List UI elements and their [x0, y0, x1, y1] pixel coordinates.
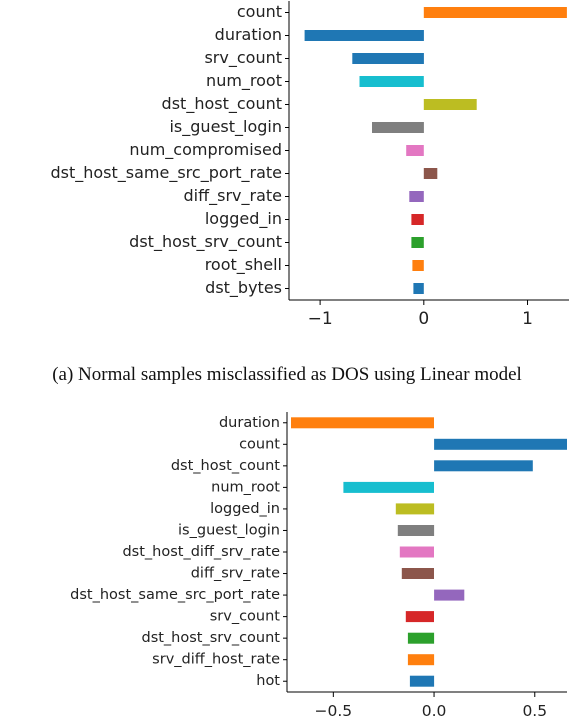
y-tick-label: count — [237, 2, 282, 21]
bar-dst-host-diff-srv-rate — [399, 546, 434, 558]
bar-root-shell — [412, 260, 424, 271]
bar-num-compromised — [406, 145, 424, 156]
y-tick-label: logged_in — [205, 209, 282, 229]
bar-num-root — [343, 481, 434, 493]
y-tick-label: srv_count — [210, 609, 281, 625]
bar-srv-diff-host-rate — [407, 654, 435, 666]
x-tick-label: −0.5 — [315, 702, 353, 716]
y-tick-label: dst_bytes — [205, 278, 282, 298]
y-tick-label: duration — [219, 415, 280, 431]
bar-count — [423, 7, 567, 18]
bar-diff-srv-rate — [401, 568, 434, 579]
bar-dst-host-same-src-port-rate — [434, 589, 465, 601]
y-tick-label: dst_host_srv_count — [129, 232, 282, 252]
x-tick-label: 1 — [522, 309, 533, 329]
y-tick-label: srv_diff_host_rate — [152, 652, 280, 668]
y-tick-label: diff_srv_rate — [183, 186, 282, 206]
y-tick-label: dst_host_same_src_port_rate — [50, 163, 282, 183]
x-tick-label: 0.5 — [522, 702, 547, 716]
bar-is-guest-login — [397, 525, 435, 536]
bar-dst-host-srv-count — [407, 632, 435, 644]
y-tick-label: num_root — [211, 479, 280, 495]
bar-dst-host-count — [423, 99, 477, 110]
y-tick-label: logged_in — [210, 501, 280, 517]
y-tick-label: num_compromised — [129, 140, 282, 160]
x-tick-label: 0.0 — [422, 702, 447, 716]
y-tick-label: hot — [256, 673, 280, 689]
bar-logged-in — [411, 214, 424, 225]
y-tick-label: dst_host_count — [171, 458, 280, 474]
bar-logged-in — [395, 503, 435, 515]
bar-dst-bytes — [413, 283, 424, 294]
bar-hot — [409, 675, 435, 687]
x-tick-label: −1 — [308, 309, 333, 329]
y-tick-label: srv_count — [204, 48, 282, 68]
y-tick-label: is_guest_login — [169, 117, 282, 137]
bar-duration — [291, 417, 434, 429]
x-tick-label: 0 — [418, 309, 429, 329]
chart-a-caption: (a) Normal samples misclassified as DOS … — [52, 364, 522, 385]
y-tick-label: dst_host_count — [162, 94, 282, 114]
bar-num-root — [359, 76, 424, 87]
bar-duration — [304, 30, 424, 41]
chart-b: duration count dst_host_count num_rootlogge… — [70, 412, 567, 716]
y-tick-label: count — [239, 436, 280, 452]
bar-srv-count — [405, 611, 434, 623]
y-tick-label: is_guest_login — [178, 522, 280, 538]
bar-dst-host-srv-count — [411, 237, 424, 248]
y-tick-label: dst_host_diff_srv_rate — [122, 544, 280, 560]
y-tick-label: dst_host_same_src_port_rate — [70, 587, 280, 603]
chart-a: count duration srv_count num_root dst_host_c… — [50, 1, 569, 329]
y-tick-label: num_root — [206, 71, 282, 91]
bar-dst-host-count — [434, 460, 533, 472]
bar-count — [434, 438, 567, 450]
bar-is-guest-login — [372, 122, 424, 133]
y-tick-label: duration — [215, 25, 282, 44]
bar-diff-srv-rate — [409, 191, 424, 202]
bar-dst-host-same-src-port-rate — [423, 168, 438, 179]
y-tick-label: dst_host_srv_count — [141, 630, 280, 646]
y-tick-label: diff_srv_rate — [191, 566, 280, 582]
bar-srv-count — [352, 53, 424, 64]
y-tick-label: root_shell — [205, 255, 282, 275]
